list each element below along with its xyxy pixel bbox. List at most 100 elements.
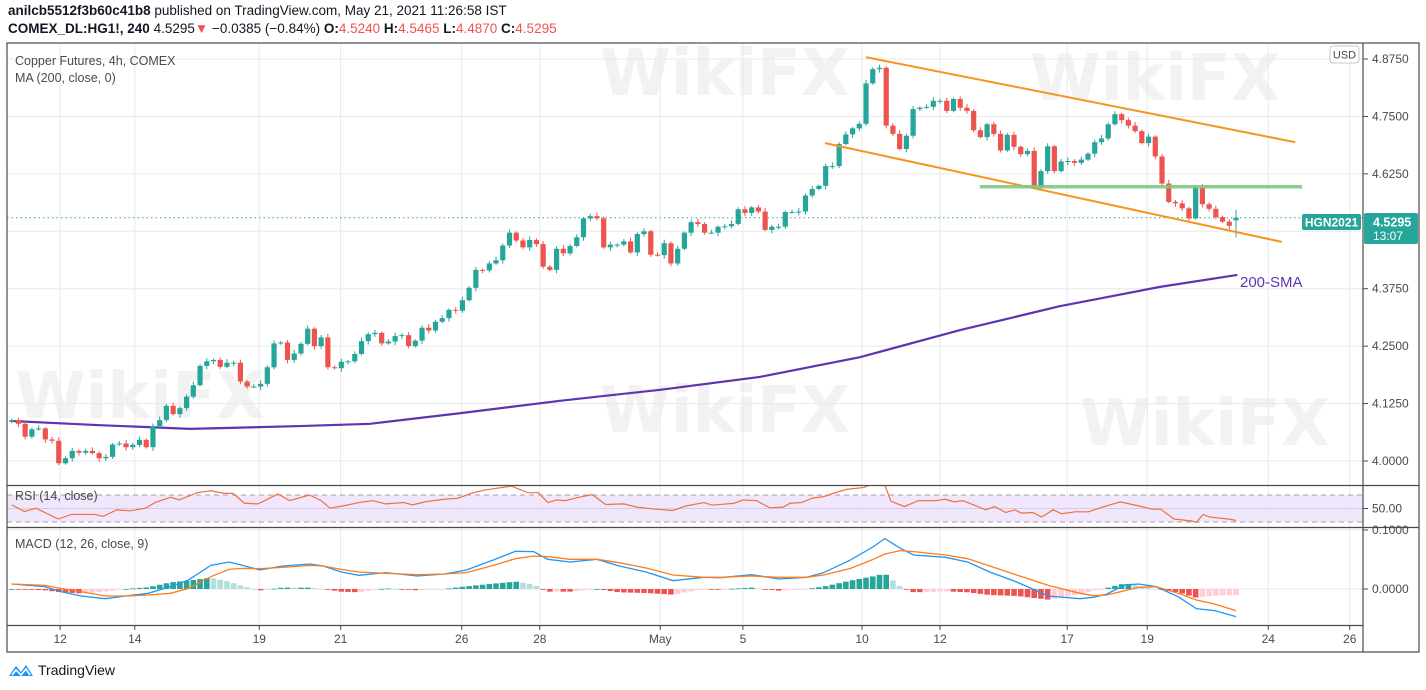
candle-down[interactable] (695, 218, 701, 227)
candle-up[interactable] (876, 64, 883, 73)
candle-down[interactable] (594, 212, 600, 221)
candle-up[interactable] (439, 315, 445, 324)
candle-down[interactable] (237, 359, 244, 385)
candle-up[interactable] (856, 121, 862, 132)
candle-up[interactable] (493, 256, 499, 265)
candle-down[interactable] (284, 339, 291, 364)
candle-up[interactable] (352, 351, 358, 364)
candle-up[interactable] (1092, 139, 1098, 158)
candle-up[interactable] (291, 349, 297, 363)
candle-down[interactable] (513, 231, 519, 243)
candle-down[interactable] (1071, 159, 1078, 166)
candle-up[interactable] (271, 340, 277, 370)
candle-up[interactable] (1105, 122, 1111, 141)
candle-up[interactable] (110, 443, 116, 459)
candle-down[interactable] (96, 451, 102, 462)
candle-up[interactable] (984, 122, 990, 141)
candle-up[interactable] (116, 441, 122, 446)
candle-down[interactable] (76, 449, 82, 456)
candle-up[interactable] (527, 236, 533, 251)
candle-up[interactable] (251, 384, 257, 388)
candle-up[interactable] (634, 232, 640, 256)
candle-down[interactable] (405, 332, 412, 349)
candle-down[interactable] (1219, 215, 1226, 224)
candle-down[interactable] (964, 104, 970, 114)
rsi-pane[interactable] (11, 483, 1237, 524)
candle-down[interactable] (547, 265, 553, 272)
candle-up[interactable] (1024, 148, 1031, 157)
candle-up[interactable] (197, 363, 203, 387)
candle-down[interactable] (1226, 219, 1232, 230)
candle-down[interactable] (991, 121, 997, 137)
candle-up[interactable] (204, 358, 210, 370)
candle-up[interactable] (782, 210, 788, 229)
candle-down[interactable] (977, 127, 983, 139)
candle-up[interactable] (1045, 143, 1051, 174)
candle-up[interactable] (392, 332, 398, 346)
candle-up[interactable] (103, 453, 109, 461)
candle-down[interactable] (1186, 206, 1192, 221)
candle-up[interactable] (870, 67, 876, 85)
candle-up[interactable] (675, 245, 681, 266)
candle-down[interactable] (453, 307, 459, 314)
candle-up[interactable] (923, 104, 930, 110)
candle-up[interactable] (903, 133, 909, 153)
candle-up[interactable] (816, 184, 822, 191)
candle-down[interactable] (890, 123, 896, 136)
candle-down[interactable] (762, 207, 768, 232)
candle-down[interactable] (742, 206, 748, 217)
candle-up[interactable] (9, 418, 15, 424)
candle-up[interactable] (614, 243, 620, 248)
candle-down[interactable] (1152, 135, 1158, 160)
candle-up[interactable] (305, 325, 311, 346)
candle-up[interactable] (587, 213, 593, 222)
candle-up[interactable] (432, 319, 439, 333)
candle-down[interactable] (56, 437, 62, 466)
candle-down[interactable] (1159, 153, 1165, 186)
candle-down[interactable] (143, 438, 149, 449)
candle-up[interactable] (688, 219, 694, 237)
candle-up[interactable] (157, 416, 163, 429)
candle-up[interactable] (136, 436, 143, 447)
candle-up[interactable] (823, 163, 829, 190)
candle-down[interactable] (1132, 122, 1138, 134)
candle-down[interactable] (1172, 199, 1179, 207)
candle-up[interactable] (553, 246, 560, 274)
candle-up[interactable] (728, 220, 735, 229)
candle-up[interactable] (843, 131, 849, 146)
candle-up[interactable] (621, 238, 627, 247)
candle-up[interactable] (500, 243, 506, 264)
candle-up[interactable] (950, 97, 957, 113)
candle-up[interactable] (681, 231, 687, 251)
candle-up[interactable] (257, 380, 264, 391)
candle-up[interactable] (775, 223, 782, 230)
candle-up[interactable] (338, 358, 344, 372)
candle-down[interactable] (123, 439, 129, 451)
candle-up[interactable] (150, 423, 156, 451)
candle-up[interactable] (177, 406, 183, 418)
candle-up[interactable] (789, 209, 795, 214)
candle-up[interactable] (863, 79, 869, 126)
candle-up[interactable] (318, 334, 324, 349)
candle-down[interactable] (897, 130, 903, 151)
candle-down[interactable] (1166, 179, 1172, 204)
candle-down[interactable] (1139, 129, 1145, 145)
candle-down[interactable] (479, 268, 486, 274)
candle-up[interactable] (1065, 157, 1071, 165)
candle-down[interactable] (648, 229, 654, 257)
candle-up[interactable] (419, 325, 425, 345)
currency-badge[interactable]: USD (1329, 45, 1360, 64)
tradingview-brand[interactable]: TradingView (8, 662, 115, 678)
candle-down[interactable] (426, 324, 432, 334)
candle-up[interactable] (917, 106, 923, 112)
author-name[interactable]: anilcb5512f3b60c41b8 (8, 3, 151, 18)
candle-down[interactable] (49, 436, 55, 444)
candle-up[interactable] (809, 186, 815, 198)
candle-up[interactable] (715, 225, 721, 237)
candle-up[interactable] (1112, 111, 1118, 126)
candle-up[interactable] (365, 332, 371, 345)
candle-up[interactable] (278, 341, 284, 345)
axes[interactable]: 12 14 19 21 26 28 May 5 10 12 17 19 24 26 4.8750 4.7500… (53, 52, 1409, 646)
candle-up[interactable] (1004, 132, 1010, 152)
